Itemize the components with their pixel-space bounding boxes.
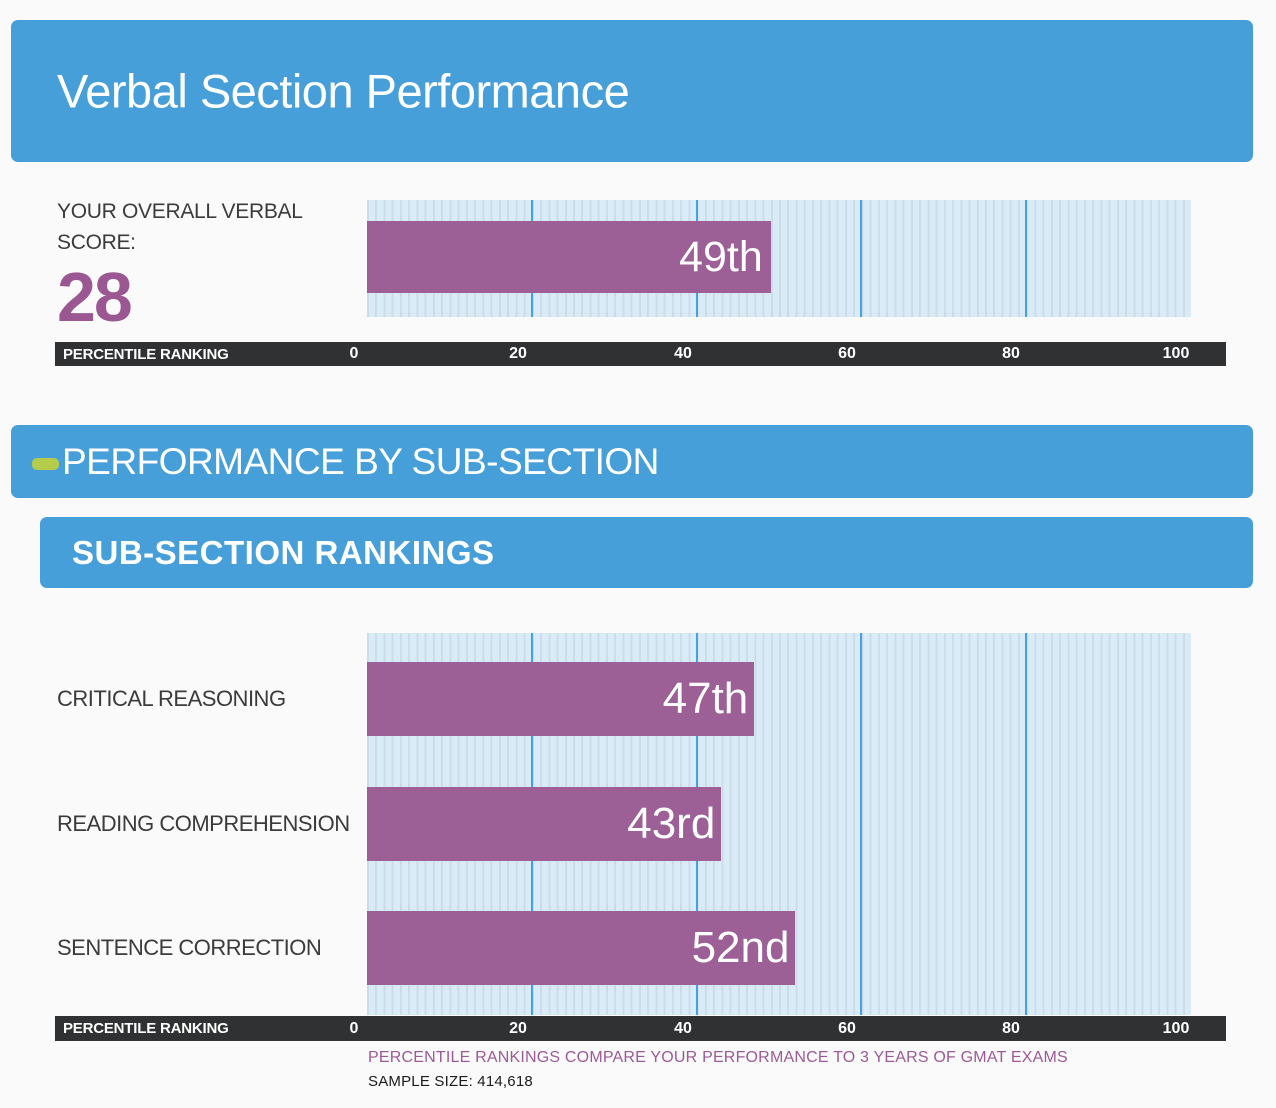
reading-comprehension-bar: 43rd: [367, 787, 722, 861]
bar-value-label: 43rd: [627, 799, 716, 848]
percentile-ranking-axis-top: PERCENTILE RANKING 0 20 40 60 80 100: [55, 342, 1226, 366]
tick-80: 80: [1002, 1019, 1020, 1037]
performance-by-subsection-title: PERFORMANCE BY SUB-SECTION: [62, 440, 659, 482]
tick-60: 60: [838, 1019, 856, 1037]
subsection-rankings-chart: 47th 43rd 52nd: [0, 633, 1276, 1015]
category-label-reading-comprehension: READING COMPREHENSION: [57, 811, 350, 836]
chart-track: 47th 43rd 52nd: [367, 633, 1191, 1015]
dash-icon: [32, 458, 59, 470]
tick-60: 60: [838, 345, 856, 362]
gridline-80: [1025, 633, 1028, 1015]
tick-20: 20: [509, 1019, 527, 1037]
chart-track: 49th: [367, 200, 1191, 317]
page-title: Verbal Section Performance: [57, 64, 630, 118]
sentence-correction-bar: 52nd: [367, 911, 796, 985]
bar-value-label: 52nd: [691, 923, 790, 972]
percentile-note: PERCENTILE RANKINGS COMPARE YOUR PERFORM…: [368, 1049, 1068, 1066]
bar-value-label: 49th: [679, 233, 763, 281]
tick-100: 100: [1162, 345, 1190, 362]
category-label-critical-reasoning: CRITICAL REASONING: [57, 686, 286, 711]
overall-score-label-line1: YOUR OVERALL VERBAL: [57, 200, 303, 223]
sample-size-note: SAMPLE SIZE: 414,618: [368, 1073, 533, 1090]
subsection-rankings-title: SUB-SECTION RANKINGS: [72, 533, 495, 571]
tick-80: 80: [1002, 345, 1020, 362]
tick-40: 40: [674, 1019, 692, 1037]
critical-reasoning-bar: 47th: [367, 662, 755, 736]
overall-percentile-chart: 49th: [0, 200, 1276, 317]
subsection-rankings-banner: SUB-SECTION RANKINGS: [40, 517, 1253, 588]
gridline-60: [860, 200, 863, 317]
overall-score-label-line2: SCORE:: [57, 231, 136, 254]
axis-title: PERCENTILE RANKING: [63, 1020, 229, 1037]
percentile-ranking-axis-bottom: PERCENTILE RANKING 0 20 40 60 80 100: [55, 1016, 1226, 1041]
overall-score-value: 28: [57, 258, 133, 336]
gridline-80: [1025, 200, 1028, 317]
axis-title: PERCENTILE RANKING: [63, 345, 229, 363]
tick-100: 100: [1162, 1019, 1190, 1037]
performance-by-subsection-banner: PERFORMANCE BY SUB-SECTION: [11, 425, 1253, 498]
overall-percentile-bar: 49th: [367, 221, 771, 293]
tick-20: 20: [509, 345, 527, 362]
bar-value-label: 47th: [662, 674, 749, 723]
main-header-banner: Verbal Section Performance: [11, 20, 1253, 162]
tick-40: 40: [674, 345, 692, 362]
overall-score-block: YOUR OVERALL VERBAL SCORE: 28: [57, 196, 357, 336]
category-label-sentence-correction: SENTENCE CORRECTION: [57, 935, 322, 960]
tick-0: 0: [349, 345, 359, 362]
tick-0: 0: [349, 1019, 359, 1037]
gridline-60: [860, 633, 863, 1015]
